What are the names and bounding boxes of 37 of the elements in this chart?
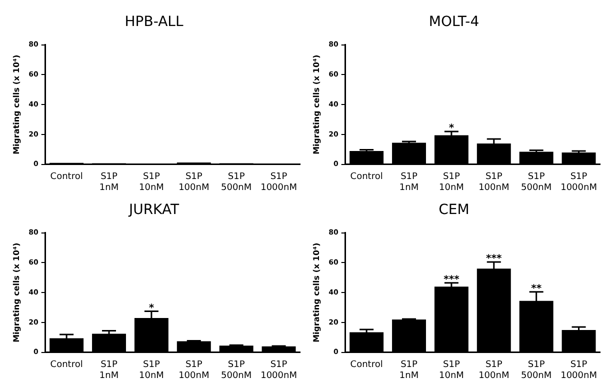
annotation: * bbox=[148, 302, 155, 314]
x-tick-label: S1P 10nM bbox=[438, 360, 464, 381]
x-tick-label: S1P 10nM bbox=[438, 172, 464, 193]
x-tick-label: Control bbox=[350, 360, 383, 370]
x-tick-label: S1P 500nM bbox=[221, 172, 252, 193]
x-tick-label: S1P 10nM bbox=[138, 172, 164, 193]
x-tick-label: S1P 1000nM bbox=[260, 172, 297, 193]
chart-title: MOLT-4 bbox=[428, 14, 480, 30]
x-tick-label: S1P 1nM bbox=[99, 360, 119, 381]
x-tick-label: S1P 100nM bbox=[178, 172, 210, 193]
x-tick-label: Control bbox=[350, 172, 383, 182]
annotation: *** bbox=[444, 274, 460, 286]
x-tick-label: S1P 1000nM bbox=[260, 360, 297, 381]
x-tick-label: S1P 1000nM bbox=[560, 172, 597, 193]
chart-title: CEM bbox=[438, 202, 470, 218]
x-tick-label: S1P 100nM bbox=[178, 360, 210, 381]
x-tick-label: S1P 1000nM bbox=[560, 360, 597, 381]
x-tick-label: S1P 1nM bbox=[99, 172, 119, 193]
x-tick-label: Control bbox=[50, 360, 83, 370]
annotation: *** bbox=[486, 254, 502, 265]
x-tick-label: S1P 500nM bbox=[521, 172, 552, 193]
x-tick-label: S1P 500nM bbox=[521, 360, 552, 381]
annotation: * bbox=[448, 123, 455, 134]
annotation: ** bbox=[531, 283, 542, 294]
y-axis-title: Migrating cells (x 10⁴) bbox=[12, 242, 21, 342]
chart-title: HPB-ALL bbox=[124, 14, 184, 30]
x-tick-label: S1P 1nM bbox=[399, 172, 419, 193]
x-tick-label: S1P 100nM bbox=[478, 172, 510, 193]
chart-title: JURKAT bbox=[128, 202, 180, 218]
x-tick-label: S1P 500nM bbox=[221, 360, 252, 381]
y-axis-title: Migrating cells (x 10⁴) bbox=[312, 242, 321, 342]
x-tick-label: S1P 10nM bbox=[138, 360, 164, 381]
x-tick-label: S1P 100nM bbox=[478, 360, 510, 381]
x-tick-label: Control bbox=[50, 172, 83, 182]
x-tick-label: S1P 1nM bbox=[399, 360, 419, 381]
y-axis-title: Migrating cells (x 10⁴) bbox=[12, 54, 21, 154]
y-axis-title: Migrating cells (x 10⁴) bbox=[312, 54, 321, 154]
